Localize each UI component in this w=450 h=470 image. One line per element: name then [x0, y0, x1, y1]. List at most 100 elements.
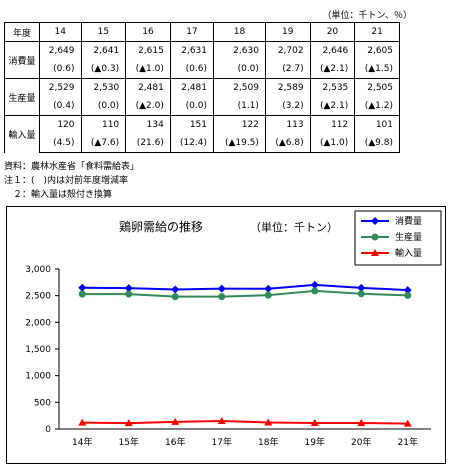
table-cell: 110	[80, 115, 127, 134]
table-cell: 2,481	[169, 78, 215, 97]
table-cell: 122	[213, 115, 266, 134]
data-point	[357, 283, 366, 292]
chart-unit: （単位：千トン）	[250, 220, 338, 234]
table-row: (4.5) (▲7.6) (21.6) (12.4) (▲19.5) (▲6.8…	[5, 134, 400, 153]
table-cell: 2,530	[80, 78, 127, 97]
change-cell: (▲0.3)	[80, 60, 127, 79]
series-line	[82, 289, 408, 298]
data-point	[264, 418, 273, 426]
row-label: 生産量	[4, 78, 40, 116]
year-header: 18	[213, 22, 266, 42]
year-header: 14	[39, 22, 82, 42]
data-point	[124, 284, 133, 293]
data-point	[404, 291, 412, 299]
table-cell: 2,649	[39, 41, 82, 60]
table-cell: 2,529	[39, 78, 82, 97]
data-point	[311, 287, 319, 295]
data-point	[171, 293, 179, 301]
table-row: 消費量 2,649 2,641 2,615 2,631 2,630 2,702 …	[4, 41, 400, 79]
data-point	[78, 283, 87, 292]
table-cell: 120	[39, 115, 82, 134]
data-point	[310, 280, 319, 289]
chart-frame: 鶏卵需給の推移 （単位：千トン） 消費量 生産量 輸入量 0 500 1,000 1,50…	[6, 206, 446, 464]
x-tick-label: 17年	[212, 436, 232, 448]
y-tick-label: 2,000	[25, 318, 51, 328]
table-notes: 資料：農林水産省「食料需給表」 注１：( )内は対前年度増減率 ２：輸入量は殻付…	[4, 160, 139, 202]
data-point	[403, 286, 412, 295]
y-tick-label: 3,000	[25, 265, 51, 275]
data-point	[78, 418, 87, 426]
legend-marker	[371, 249, 379, 256]
table-cell: 2,481	[125, 78, 171, 97]
change-cell: (21.6)	[125, 134, 171, 153]
table-cell: 2,646	[309, 41, 356, 60]
row-label: 消費量	[4, 41, 40, 79]
change-cell: (▲7.6)	[80, 134, 127, 153]
table-cell: 2,702	[264, 41, 311, 60]
table-cell: 2,605	[354, 41, 400, 60]
footnote: ２：輸入量は殻付き換算	[4, 190, 113, 200]
change-cell: (0.4)	[39, 97, 82, 116]
table-row: 生産量 2,529 2,530 2,481 2,481 2,509 2,589 …	[4, 78, 400, 116]
data-point	[124, 419, 133, 427]
plot-area: 0 500 1,000 1,500 2,000 2,500 3,000 14年 15年 16年 17…	[25, 265, 431, 448]
table-cell: 2,631	[169, 41, 215, 60]
year-header: 15	[80, 22, 127, 42]
data-point	[125, 290, 133, 298]
year-header: 21	[354, 22, 400, 42]
series-line	[82, 283, 408, 292]
change-cell: (0.6)	[39, 60, 82, 79]
y-tick-label: 1,000	[25, 372, 51, 382]
table-cell: 113	[264, 115, 311, 134]
data-point	[357, 290, 365, 298]
change-cell: (▲1.0)	[309, 134, 356, 153]
data-point	[357, 419, 366, 427]
table-cell: 101	[354, 115, 400, 134]
y-tick-label: 2,500	[25, 292, 51, 302]
table-cell: 2,630	[213, 41, 266, 60]
table-unit-note: （単位：千トン、％）	[322, 11, 412, 21]
table-cell: 2,641	[80, 41, 127, 60]
y-tick-label: 1,500	[25, 345, 51, 355]
table-cell: 2,505	[354, 78, 400, 97]
legend-label: 輸入量	[395, 247, 422, 259]
change-cell: (4.5)	[39, 134, 82, 153]
change-cell: (▲1.5)	[354, 60, 400, 79]
legend-label: 生産量	[395, 231, 422, 243]
change-cell: (0.0)	[80, 97, 127, 116]
change-cell: (▲2.1)	[309, 60, 356, 79]
x-tick-label: 21年	[398, 436, 418, 448]
data-point	[217, 416, 226, 424]
source-note: 資料：農林水産省「食料需給表」	[4, 162, 140, 172]
data-point	[171, 285, 180, 294]
change-cell: (▲2.1)	[309, 97, 356, 116]
chart-title: 鶏卵需給の推移	[119, 220, 203, 234]
y-tick-label: 0	[45, 425, 51, 435]
change-cell: (1.1)	[213, 97, 266, 116]
data-point	[171, 417, 180, 425]
change-cell: (▲9.8)	[354, 134, 400, 153]
year-header: 17	[169, 22, 215, 42]
table-cell: 112	[309, 115, 356, 134]
table-cell: 2,535	[309, 78, 356, 97]
table-header-row: 年度 14 15 16 17 18 19 20 21	[4, 22, 400, 42]
table-cell: 2,615	[125, 41, 171, 60]
x-tick-label: 16年	[165, 436, 185, 448]
change-cell: (0.6)	[169, 60, 215, 79]
table-cell: 151	[169, 115, 215, 134]
data-point	[218, 293, 226, 301]
supply-table: 年度 14 15 16 17 18 19 20 21 消費量 2,649 2,6…	[4, 22, 400, 153]
data-point	[403, 419, 412, 427]
y-tick-label: 500	[34, 398, 51, 408]
x-tick-label: 18年	[258, 436, 278, 448]
table-row: 輸入量 120 110 134 151 122 113 112 101	[4, 115, 400, 153]
data-point	[78, 290, 86, 298]
row-label: 輸入量	[4, 115, 40, 153]
table-header-label: 年度	[4, 22, 40, 42]
table-cell: 2,509	[213, 78, 266, 97]
x-tick-label: 14年	[72, 436, 92, 448]
change-cell: (12.4)	[169, 134, 215, 153]
